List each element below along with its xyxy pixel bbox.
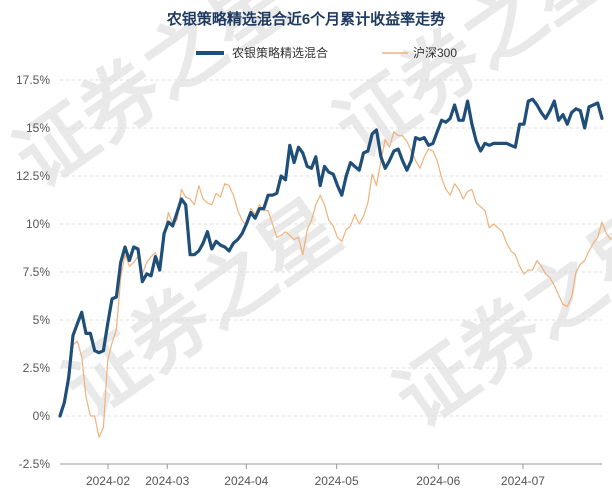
x-tick-label: 2024-06 (416, 474, 460, 488)
chart-title: 农银策略精选混合近6个月累计收益率走势 (166, 10, 445, 28)
x-tick-label: 2024-02 (86, 474, 130, 488)
x-tick-label: 2024-03 (145, 474, 189, 488)
y-tick-label: 10% (26, 217, 50, 231)
y-tick-label: 15% (26, 121, 50, 135)
x-tick-label: 2024-04 (224, 474, 268, 488)
series-line-index (59, 131, 612, 438)
y-axis-ticks: 17.5% 15% 12.5% 10% 7.5% 5% 2.5% 0% -2.5% (16, 73, 50, 471)
series-lines (58, 97, 612, 438)
legend-label-index: 沪深300 (413, 46, 457, 60)
y-tick-label: 5% (33, 313, 51, 327)
y-tick-label: 7.5% (23, 265, 51, 279)
x-tick-label: 2024-07 (501, 474, 545, 488)
watermark-text-3: 证券之星 (379, 193, 612, 444)
y-tick-label: 0% (33, 409, 51, 423)
watermark-text-2: 证券之星 (49, 183, 355, 434)
legend-label-fund: 农银策略精选混合 (232, 45, 328, 60)
x-axis-ticks: 2024-02 2024-03 2024-04 2024-05 2024-06 2024-… (60, 463, 602, 488)
y-tick-label: 2.5% (23, 361, 51, 375)
y-tick-label: 17.5% (16, 73, 50, 87)
y-tick-label: -2.5% (19, 457, 51, 471)
y-tick-label: 12.5% (16, 169, 50, 183)
legend: 农银策略精选混合 沪深300 (196, 45, 457, 60)
series-line-fund (58, 97, 604, 418)
x-tick-label: 2024-05 (315, 474, 359, 488)
